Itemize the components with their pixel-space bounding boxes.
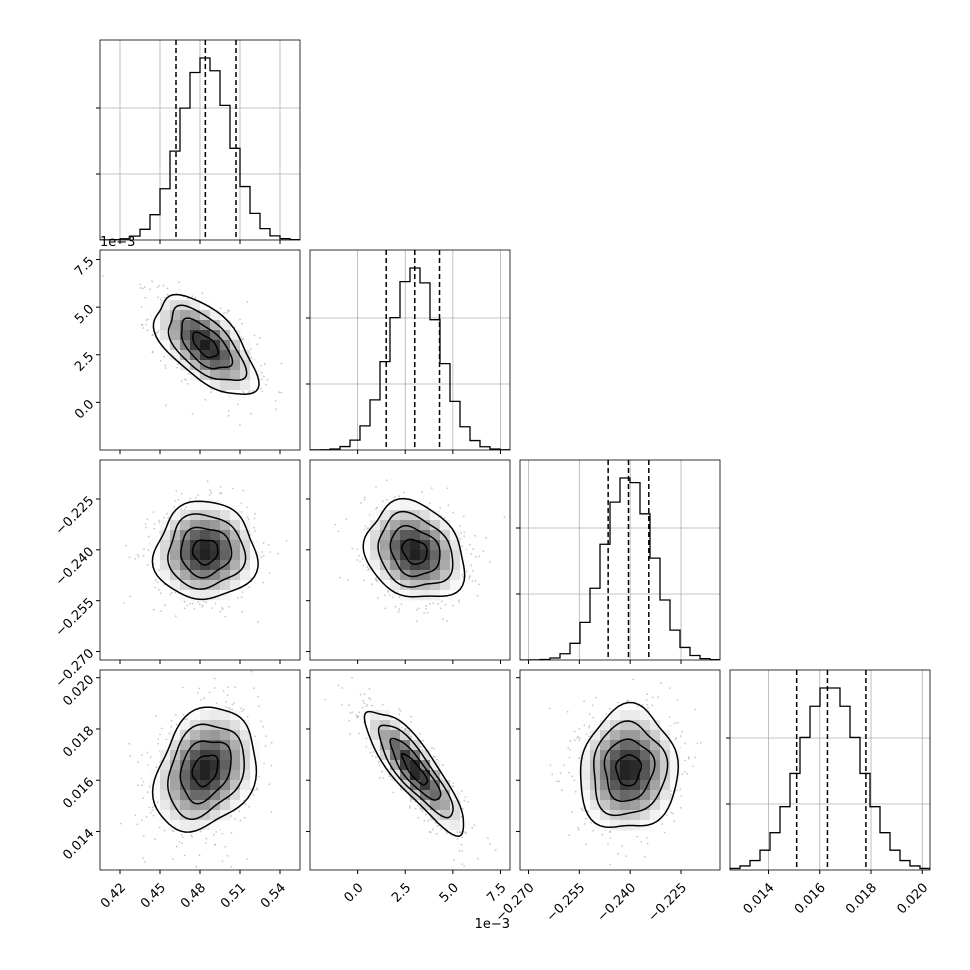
- scatter-panel-2-0: [96, 459, 301, 664]
- grid-lines: [100, 40, 300, 240]
- panel-frame: [309, 459, 511, 661]
- ytick-label: −0.225: [53, 494, 98, 539]
- ytick-label: 0.018: [60, 724, 97, 761]
- xtick-label: 0.48: [178, 880, 209, 911]
- contour-3: [151, 500, 259, 601]
- density-layer: [548, 678, 702, 866]
- panel-frame: [309, 669, 511, 871]
- histogram-step: [100, 57, 300, 240]
- contour-0: [191, 539, 219, 566]
- hist-panel-1: [306, 249, 511, 454]
- density-layer: [119, 670, 273, 870]
- grid-lines: [310, 250, 510, 450]
- histogram-step: [310, 267, 510, 450]
- panel-frame: [519, 459, 721, 661]
- contour-0: [401, 538, 428, 566]
- grid-lines: [520, 460, 720, 660]
- panel-frame: [99, 459, 301, 661]
- density-layer: [334, 479, 506, 623]
- panel-frame: [99, 669, 301, 871]
- contours: [151, 706, 258, 833]
- contour-3: [362, 497, 466, 598]
- xtick-label: 0.54: [258, 880, 289, 911]
- hist-panel-3: [726, 669, 931, 874]
- hist-panel-0: [96, 39, 301, 244]
- ytick-label: −0.240: [53, 545, 98, 590]
- density-cells: [150, 500, 261, 601]
- scatter-panel-3-2: [516, 669, 721, 874]
- contour-2: [167, 723, 245, 820]
- panel-frame: [729, 669, 931, 871]
- contours: [362, 497, 466, 598]
- contour-1: [180, 526, 233, 579]
- panel-frame: [519, 669, 721, 871]
- xtick-label: 0.0: [341, 880, 366, 905]
- xtick-label: 0.42: [98, 880, 129, 911]
- ytick-label: 7.5: [72, 254, 97, 279]
- density-cells: [580, 710, 681, 831]
- scatter-panel-3-0: [96, 669, 301, 874]
- density-layer: [123, 480, 288, 623]
- contour-3: [151, 706, 258, 833]
- xtick-label: −0.225: [645, 880, 690, 925]
- contours: [152, 293, 260, 395]
- density-layer: [324, 676, 497, 867]
- contour-3: [579, 701, 680, 829]
- xtick-label: 0.016: [792, 880, 829, 917]
- x-offset-label: 1e−3: [475, 917, 510, 932]
- contour-3: [152, 293, 260, 395]
- xtick-label: 0.51: [218, 880, 249, 911]
- xtick-label: −0.255: [544, 880, 589, 925]
- contour-0: [191, 754, 219, 788]
- panel-frame: [99, 39, 301, 241]
- y-offset-label: 1e−3: [100, 235, 135, 250]
- ytick-label: 2.5: [72, 349, 97, 374]
- contour-2: [167, 304, 248, 381]
- contour-1: [389, 737, 442, 801]
- contour-1: [179, 740, 232, 805]
- density-cells: [150, 710, 261, 831]
- contour-2: [593, 720, 669, 817]
- panel-frame: [309, 249, 511, 451]
- hist-panel-2: [516, 459, 721, 664]
- scatter-panel-3-1: [306, 669, 511, 874]
- grid-lines: [730, 670, 930, 870]
- density-cells: [360, 710, 471, 831]
- xtick-label: 5.0: [437, 880, 462, 905]
- xtick-label: −0.240: [595, 880, 640, 925]
- contours: [151, 500, 259, 601]
- ytick-label: −0.255: [53, 595, 98, 640]
- contour-0: [615, 754, 643, 787]
- contour-2: [167, 513, 247, 590]
- scatter-panel-2-1: [306, 459, 511, 664]
- ytick-label: 0.014: [60, 826, 97, 863]
- xtick-label: 2.5: [389, 880, 414, 905]
- contour-0: [192, 331, 220, 359]
- ytick-label: 0.016: [60, 775, 97, 812]
- density-cells: [360, 500, 471, 601]
- contour-1: [180, 317, 234, 370]
- xtick-label: 0.45: [138, 880, 169, 911]
- ytick-label: 5.0: [72, 302, 97, 327]
- density-layer: [102, 275, 283, 426]
- contour-3: [363, 710, 465, 837]
- contour-1: [389, 525, 441, 578]
- contours: [579, 701, 680, 829]
- contour-1: [603, 738, 656, 802]
- panel-frame: [99, 249, 301, 451]
- contour-2: [377, 510, 454, 588]
- contour-2: [377, 724, 454, 819]
- contours: [363, 710, 465, 837]
- xtick-label: 0.014: [741, 880, 778, 917]
- ytick-label: 0.0: [72, 397, 97, 422]
- contour-0: [400, 752, 429, 786]
- xtick-label: 0.020: [894, 880, 931, 917]
- scatter-panel-1-0: [96, 249, 301, 454]
- histogram-step: [730, 687, 930, 870]
- xtick-label: 0.018: [843, 880, 880, 917]
- histogram-step: [520, 477, 720, 660]
